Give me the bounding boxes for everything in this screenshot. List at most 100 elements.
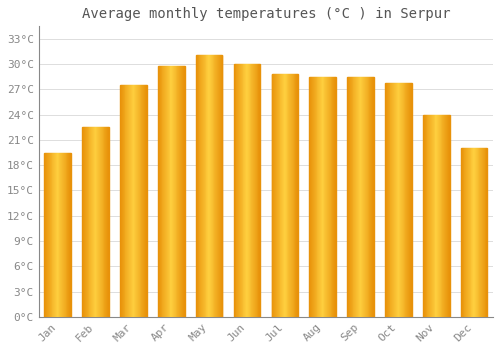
Bar <box>297 74 298 317</box>
Bar <box>359 77 360 317</box>
Bar <box>311 77 312 317</box>
Bar <box>54 153 55 317</box>
Bar <box>244 64 245 317</box>
Bar <box>481 148 482 317</box>
Bar <box>360 77 362 317</box>
Bar <box>368 77 370 317</box>
Bar <box>364 77 365 317</box>
Bar <box>175 66 176 317</box>
Bar <box>144 85 145 317</box>
Title: Average monthly temperatures (°C ) in Serpur: Average monthly temperatures (°C ) in Se… <box>82 7 450 21</box>
Bar <box>122 85 123 317</box>
Bar <box>208 55 209 317</box>
Bar <box>408 83 409 317</box>
Bar <box>216 55 217 317</box>
Bar <box>99 127 100 317</box>
Bar <box>472 148 473 317</box>
Bar <box>464 148 466 317</box>
Bar <box>330 77 332 317</box>
Bar <box>68 153 69 317</box>
Bar <box>390 83 392 317</box>
Bar <box>198 55 200 317</box>
Bar <box>409 83 410 317</box>
Bar <box>294 74 296 317</box>
Bar <box>176 66 178 317</box>
Bar <box>348 77 349 317</box>
Bar <box>181 66 182 317</box>
Bar <box>203 55 204 317</box>
Bar <box>319 77 320 317</box>
Bar <box>280 74 281 317</box>
Bar <box>401 83 402 317</box>
Bar <box>252 64 253 317</box>
Bar <box>173 66 174 317</box>
Bar <box>467 148 468 317</box>
Bar <box>329 77 330 317</box>
Bar <box>373 77 374 317</box>
Bar <box>88 127 90 317</box>
Bar <box>134 85 135 317</box>
Bar <box>64 153 65 317</box>
Bar <box>437 115 438 317</box>
Bar <box>403 83 404 317</box>
Bar <box>98 127 99 317</box>
Bar <box>410 83 411 317</box>
Bar <box>48 153 49 317</box>
Bar <box>351 77 352 317</box>
Bar <box>363 77 364 317</box>
Bar <box>283 74 284 317</box>
Bar <box>143 85 144 317</box>
Bar <box>366 77 368 317</box>
Bar <box>423 115 424 317</box>
Bar <box>469 148 470 317</box>
Bar <box>209 55 210 317</box>
Bar <box>312 77 313 317</box>
Bar <box>178 66 179 317</box>
Bar <box>69 153 70 317</box>
Bar <box>183 66 184 317</box>
Bar <box>137 85 138 317</box>
Bar <box>165 66 166 317</box>
Bar <box>93 127 94 317</box>
Bar <box>321 77 322 317</box>
Bar <box>107 127 108 317</box>
Bar <box>470 148 472 317</box>
Bar <box>240 64 241 317</box>
Bar <box>314 77 315 317</box>
Bar <box>197 55 198 317</box>
Bar <box>135 85 136 317</box>
Bar <box>126 85 128 317</box>
Bar <box>220 55 222 317</box>
Bar <box>290 74 291 317</box>
Bar <box>159 66 160 317</box>
Bar <box>50 153 51 317</box>
Bar <box>124 85 126 317</box>
Bar <box>291 74 292 317</box>
Bar <box>49 153 50 317</box>
Bar <box>202 55 203 317</box>
Bar <box>132 85 134 317</box>
Bar <box>170 66 172 317</box>
Bar <box>87 127 88 317</box>
Bar <box>358 77 359 317</box>
Bar <box>204 55 206 317</box>
Bar <box>46 153 47 317</box>
Bar <box>432 115 434 317</box>
Bar <box>210 55 211 317</box>
Bar <box>52 153 54 317</box>
Bar <box>96 127 98 317</box>
Bar <box>91 127 92 317</box>
Bar <box>60 153 62 317</box>
Bar <box>292 74 293 317</box>
Bar <box>477 148 478 317</box>
Bar <box>256 64 258 317</box>
Bar <box>86 127 87 317</box>
Bar <box>398 83 400 317</box>
Bar <box>241 64 242 317</box>
Bar <box>476 148 477 317</box>
Bar <box>349 77 350 317</box>
Bar <box>55 153 56 317</box>
Bar <box>56 153 57 317</box>
Bar <box>438 115 439 317</box>
Bar <box>316 77 318 317</box>
